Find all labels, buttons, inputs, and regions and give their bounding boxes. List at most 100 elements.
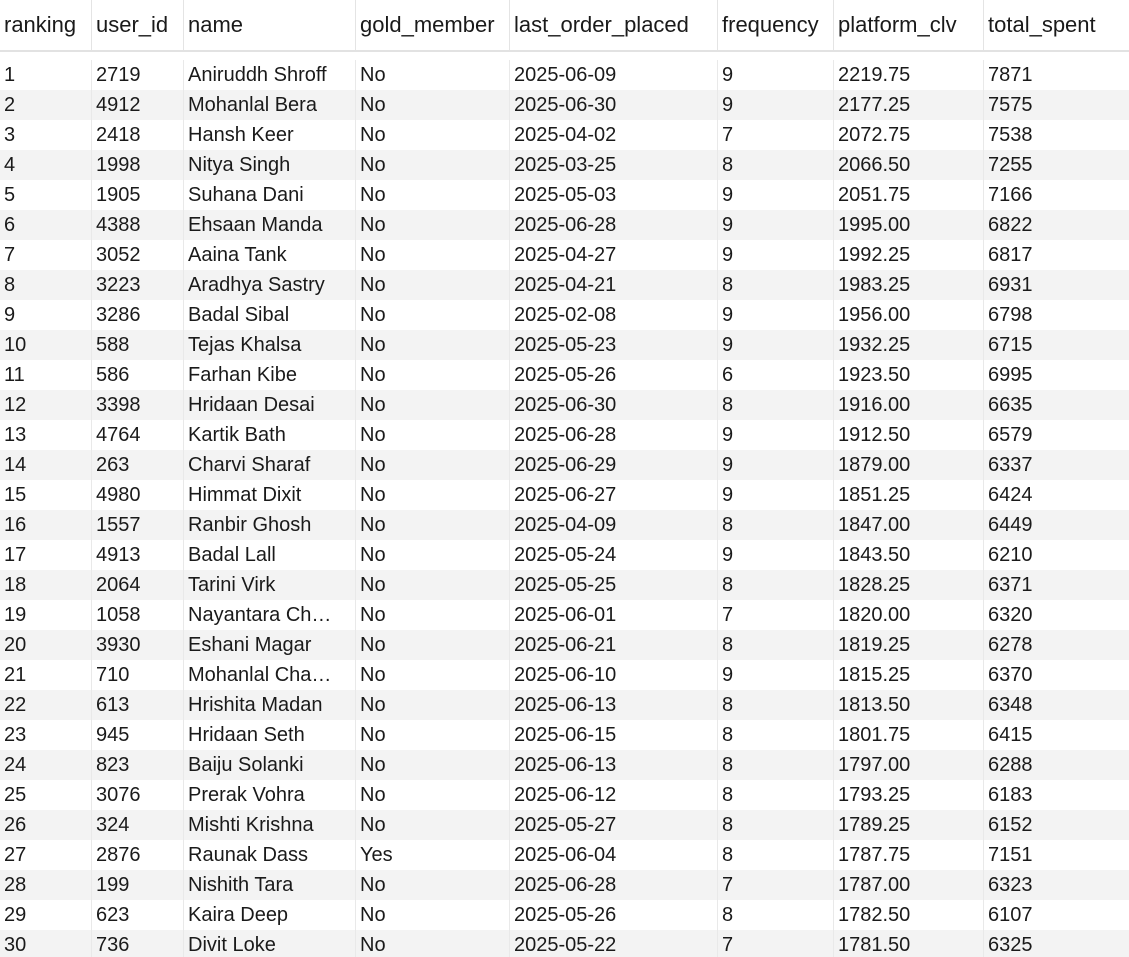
cell-gold-member[interactable]: No	[356, 810, 510, 840]
cell-last-order-placed[interactable]: 2025-06-04	[510, 840, 718, 870]
table-row[interactable]: 8 3223 Aradhya Sastry No 2025-04-21 8 1983.25 6…	[0, 270, 1129, 300]
cell-name[interactable]: Nitya Singh	[184, 150, 356, 180]
cell-ranking[interactable]: 6	[0, 210, 92, 240]
cell-name[interactable]: Charvi Sharaf	[184, 450, 356, 480]
column-header-total-spent[interactable]: total_spent	[988, 12, 1096, 37]
column-header-user-id[interactable]: user_id	[92, 0, 184, 50]
cell-ranking[interactable]: 29	[0, 900, 92, 930]
cell-user-id[interactable]: 4764	[92, 420, 184, 450]
cell-platform-clv[interactable]: 1983.25	[834, 270, 984, 300]
table-row[interactable]: 21 710 Mohanlal Cha… No 2025-06-10 9 1815.25 63…	[0, 660, 1129, 690]
cell-platform-clv[interactable]: 1797.00	[834, 750, 984, 780]
cell-total-spent[interactable]: 6320	[988, 604, 1033, 626]
cell-total-spent[interactable]: 6415	[988, 724, 1033, 746]
cell-name[interactable]: Divit Loke	[184, 930, 356, 957]
cell-platform-clv[interactable]: 1932.25	[834, 330, 984, 360]
cell-user-id[interactable]: 588	[92, 330, 184, 360]
cell-gold-member[interactable]: No	[356, 780, 510, 810]
cell-gold-member[interactable]: No	[356, 720, 510, 750]
cell-name[interactable]: Nayantara Ch…	[184, 600, 356, 630]
cell-frequency[interactable]: 8	[718, 690, 834, 720]
cell-total-spent[interactable]: 7575	[988, 94, 1033, 116]
table-row[interactable]: 24 823 Baiju Solanki No 2025-06-13 8 1797.00 62…	[0, 750, 1129, 780]
cell-last-order-placed[interactable]: 2025-06-13	[510, 750, 718, 780]
cell-frequency[interactable]: 8	[718, 720, 834, 750]
cell-frequency[interactable]: 9	[718, 180, 834, 210]
cell-total-spent[interactable]: 6278	[988, 634, 1033, 656]
column-header-platform-clv[interactable]: platform_clv	[834, 0, 984, 50]
cell-gold-member[interactable]: No	[356, 180, 510, 210]
cell-platform-clv[interactable]: 1916.00	[834, 390, 984, 420]
cell-name[interactable]: Aniruddh Shroff	[184, 60, 356, 90]
cell-gold-member[interactable]: No	[356, 510, 510, 540]
cell-total-spent[interactable]: 6931	[988, 274, 1033, 296]
cell-gold-member[interactable]: No	[356, 900, 510, 930]
cell-last-order-placed[interactable]: 2025-04-09	[510, 510, 718, 540]
cell-name[interactable]: Ehsaan Manda	[184, 210, 356, 240]
table-row[interactable]: 19 1058 Nayantara Ch… No 2025-06-01 7 1820.00 6…	[0, 600, 1129, 630]
column-header-frequency[interactable]: frequency	[718, 0, 834, 50]
cell-name[interactable]: Kartik Bath	[184, 420, 356, 450]
table-row[interactable]: 2 4912 Mohanlal Bera No 2025-06-30 9 2177.25 75…	[0, 90, 1129, 120]
cell-total-spent[interactable]: 6183	[988, 784, 1033, 806]
table-row[interactable]: 6 4388 Ehsaan Manda No 2025-06-28 9 1995.00 682…	[0, 210, 1129, 240]
cell-last-order-placed[interactable]: 2025-05-03	[510, 180, 718, 210]
cell-total-spent[interactable]: 7871	[988, 64, 1033, 86]
cell-user-id[interactable]: 4913	[92, 540, 184, 570]
cell-user-id[interactable]: 823	[92, 750, 184, 780]
cell-ranking[interactable]: 26	[0, 810, 92, 840]
cell-name[interactable]: Farhan Kibe	[184, 360, 356, 390]
cell-last-order-placed[interactable]: 2025-04-27	[510, 240, 718, 270]
cell-user-id[interactable]: 613	[92, 690, 184, 720]
cell-last-order-placed[interactable]: 2025-04-21	[510, 270, 718, 300]
cell-ranking[interactable]: 12	[0, 390, 92, 420]
cell-ranking[interactable]: 4	[0, 150, 92, 180]
cell-gold-member[interactable]: No	[356, 90, 510, 120]
cell-user-id[interactable]: 586	[92, 360, 184, 390]
cell-last-order-placed[interactable]: 2025-06-28	[510, 870, 718, 900]
cell-ranking[interactable]: 11	[0, 360, 92, 390]
cell-user-id[interactable]: 2719	[92, 60, 184, 90]
cell-platform-clv[interactable]: 1843.50	[834, 540, 984, 570]
cell-ranking[interactable]: 20	[0, 630, 92, 660]
cell-user-id[interactable]: 3286	[92, 300, 184, 330]
cell-frequency[interactable]: 8	[718, 750, 834, 780]
cell-total-spent[interactable]: 6424	[988, 484, 1033, 506]
cell-platform-clv[interactable]: 2177.25	[834, 90, 984, 120]
cell-name[interactable]: Aaina Tank	[184, 240, 356, 270]
cell-user-id[interactable]: 1058	[92, 600, 184, 630]
column-header-ranking[interactable]: ranking	[0, 0, 92, 50]
table-row[interactable]: 26 324 Mishti Krishna No 2025-05-27 8 1789.25 6…	[0, 810, 1129, 840]
cell-user-id[interactable]: 3223	[92, 270, 184, 300]
cell-ranking[interactable]: 19	[0, 600, 92, 630]
cell-ranking[interactable]: 21	[0, 660, 92, 690]
cell-user-id[interactable]: 3076	[92, 780, 184, 810]
cell-frequency[interactable]: 9	[718, 90, 834, 120]
cell-platform-clv[interactable]: 1789.25	[834, 810, 984, 840]
cell-ranking[interactable]: 16	[0, 510, 92, 540]
cell-ranking[interactable]: 18	[0, 570, 92, 600]
cell-last-order-placed[interactable]: 2025-06-28	[510, 210, 718, 240]
cell-total-spent[interactable]: 7538	[988, 124, 1033, 146]
cell-ranking[interactable]: 25	[0, 780, 92, 810]
cell-last-order-placed[interactable]: 2025-06-27	[510, 480, 718, 510]
cell-user-id[interactable]: 1557	[92, 510, 184, 540]
table-row[interactable]: 14 263 Charvi Sharaf No 2025-06-29 9 1879.00 63…	[0, 450, 1129, 480]
column-header-last-order-placed[interactable]: last_order_placed	[510, 0, 718, 50]
table-row[interactable]: 1 2719 Aniruddh Shroff No 2025-06-09 9 2219.75…	[0, 60, 1129, 90]
cell-user-id[interactable]: 1998	[92, 150, 184, 180]
cell-name[interactable]: Baiju Solanki	[184, 750, 356, 780]
cell-name[interactable]: Prerak Vohra	[184, 780, 356, 810]
cell-total-spent[interactable]: 6635	[988, 394, 1033, 416]
cell-total-spent[interactable]: 6107	[988, 904, 1033, 926]
cell-frequency[interactable]: 8	[718, 150, 834, 180]
cell-name[interactable]: Kaira Deep	[184, 900, 356, 930]
cell-user-id[interactable]: 4980	[92, 480, 184, 510]
table-row[interactable]: 18 2064 Tarini Virk No 2025-05-25 8 1828.25 637…	[0, 570, 1129, 600]
cell-last-order-placed[interactable]: 2025-05-22	[510, 930, 718, 957]
cell-total-spent[interactable]: 6210	[988, 544, 1033, 566]
cell-gold-member[interactable]: No	[356, 690, 510, 720]
table-row[interactable]: 28 199 Nishith Tara No 2025-06-28 7 1787.00 632…	[0, 870, 1129, 900]
cell-ranking[interactable]: 30	[0, 930, 92, 957]
column-header-name[interactable]: name	[184, 0, 356, 50]
